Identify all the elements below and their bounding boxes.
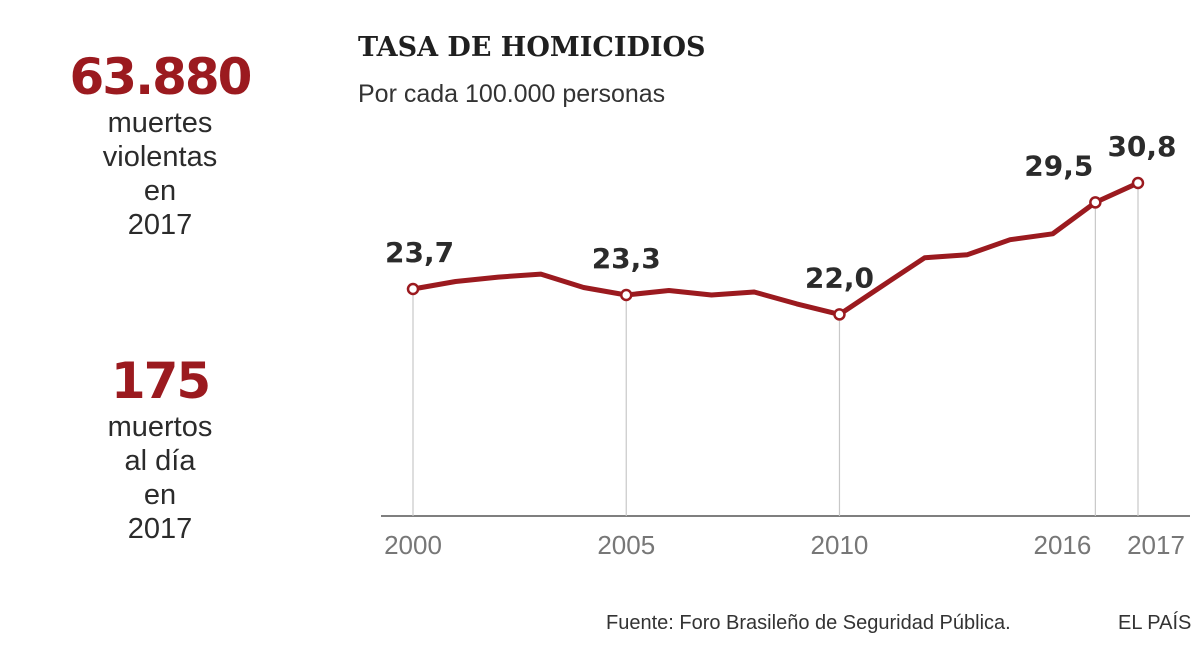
x-tick-label: 2000 — [384, 530, 442, 560]
data-point — [1131, 176, 1145, 190]
stat-value: 175 — [110, 352, 211, 410]
data-label: 29,5 — [1024, 149, 1093, 182]
stat-line: 2017 — [127, 513, 193, 545]
stat-line: muertos — [107, 411, 213, 443]
x-tick-label: 2017 — [1127, 530, 1185, 560]
x-tick-label: 2016 — [1034, 530, 1092, 560]
chart-subtitle: Por cada 100.000 personas — [358, 80, 666, 108]
stat-value: 63.880 — [69, 48, 253, 106]
series-line — [410, 180, 1141, 317]
stat-line: 2017 — [127, 209, 193, 241]
data-point — [619, 288, 633, 302]
stat-description: muertes violentas en 2017 — [60, 106, 260, 242]
source-note: Fuente: Foro Brasileño de Seguridad Públ… — [606, 612, 1011, 634]
x-tick-label: 2010 — [811, 530, 869, 560]
stat-description: muertos al día en 2017 — [60, 410, 260, 546]
data-label: 22,0 — [805, 261, 874, 294]
stat-muertos-al-dia: 175 muertos al día en 2017 — [60, 352, 260, 546]
chart-title: TASA DE HOMICIDIOS — [358, 32, 706, 63]
data-label: 23,7 — [385, 236, 454, 269]
stat-line: en — [143, 479, 177, 511]
stat-line: en — [143, 175, 177, 207]
stat-muertes-violentas: 63.880 muertes violentas en 2017 — [60, 48, 260, 242]
data-label: 23,3 — [592, 242, 661, 275]
data-point — [833, 308, 846, 321]
stat-line: al día — [124, 445, 196, 477]
data-point — [406, 282, 420, 296]
brand-credit: EL PAÍS — [1118, 612, 1192, 634]
stat-line: muertes — [107, 107, 213, 139]
stat-line: violentas — [102, 141, 218, 173]
data-point — [1089, 196, 1102, 209]
data-label: 30,8 — [1107, 130, 1176, 163]
x-tick-label: 2005 — [597, 530, 655, 560]
